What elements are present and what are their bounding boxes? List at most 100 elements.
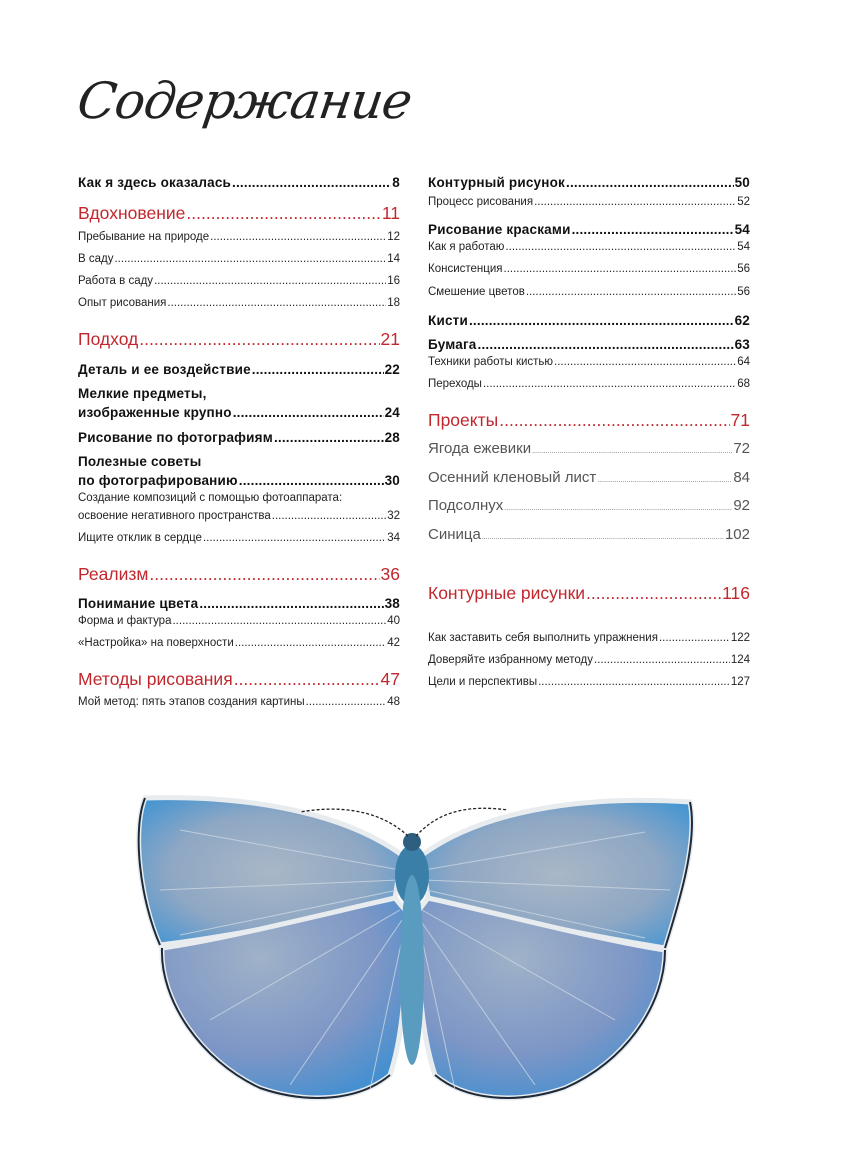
toc-entry[interactable]: Ищите отклик в сердце 34 <box>78 532 400 544</box>
toc-entry-title: Цели и перспективы <box>428 675 538 688</box>
toc-entry[interactable]: Опыт рисования 18 <box>78 297 400 309</box>
toc-entry-page: 40 <box>387 614 400 627</box>
toc-entry-title: В саду <box>78 252 114 265</box>
dot-leader <box>526 286 736 298</box>
toc-entry[interactable]: Контурный рисунок 50 <box>428 175 750 190</box>
toc-entry[interactable]: Цели и перспективы 127 <box>428 676 750 688</box>
toc-entry-page: 28 <box>384 429 400 445</box>
toc-entry-title: Понимание цвета <box>78 595 199 611</box>
toc-entry-title: Мой метод: пять этапов создания картины <box>78 695 305 708</box>
toc-entry[interactable]: Смешение цветов 56 <box>428 286 750 298</box>
toc-entry-page: 63 <box>734 336 750 352</box>
toc-entry-page: 56 <box>737 285 750 298</box>
dot-leader <box>504 263 737 275</box>
toc-entry-title: Методы рисования <box>78 668 233 689</box>
toc-entry[interactable]: Консистенция 56 <box>428 263 750 275</box>
toc-entry-title: изображенные крупно <box>78 404 232 420</box>
dot-leader <box>499 410 729 431</box>
toc-entry[interactable]: Форма и фактура 40 <box>78 615 400 627</box>
toc-entry[interactable]: Техники работы кистью 64 <box>428 356 750 368</box>
toc-entry[interactable]: Подсолнух 92 <box>428 497 750 514</box>
toc-entry[interactable]: Кисти 62 <box>428 313 750 328</box>
toc-entry[interactable]: Вдохновение 11 <box>78 203 400 224</box>
toc-entry-page: 68 <box>737 377 750 390</box>
toc-entry[interactable]: Понимание цвета 38 <box>78 596 400 611</box>
toc-entry-title: Ягода ежевики <box>428 439 532 457</box>
dot-leader <box>566 175 734 190</box>
toc-entry[interactable]: Реализм 36 <box>78 564 400 585</box>
toc-entry[interactable]: Рисование красками 54 <box>428 222 750 237</box>
toc-entry[interactable]: Работа в саду 16 <box>78 275 400 287</box>
toc-entry[interactable]: Доверяйте избранному методу 124 <box>428 654 750 666</box>
wing-edges <box>137 797 693 1099</box>
toc-entry-title: «Настройка» на поверхности <box>78 636 234 649</box>
toc-entry-page: 127 <box>730 675 750 688</box>
toc-entry-page: 48 <box>387 695 400 708</box>
toc-entry[interactable]: Переходы 68 <box>428 378 750 390</box>
toc-entry-page: 124 <box>730 653 750 666</box>
toc-entry-title: Подсолнух <box>428 496 504 514</box>
toc-entry[interactable]: Как заставить себя выполнить упражнения 1… <box>428 632 750 644</box>
toc-entry[interactable]: Ягода ежевики 72 <box>428 440 750 457</box>
toc-entry[interactable]: Бумага 63 <box>428 337 750 352</box>
dot-leader <box>186 203 380 224</box>
toc-entry-title: по фотографированию <box>78 472 238 488</box>
dot-leader <box>139 329 379 350</box>
toc-entry-page: 38 <box>384 595 400 611</box>
toc-entry[interactable]: освоение негативного пространства 32 <box>78 510 400 522</box>
toc-entry-page: 11 <box>381 202 400 223</box>
toc-entry-page: 84 <box>733 468 750 486</box>
toc-entry[interactable]: Рисование по фотографиям 28 <box>78 430 400 445</box>
toc-entry-title: Деталь и ее воздействие <box>78 361 251 377</box>
dot-leader <box>252 362 384 377</box>
toc-entry-title: Вдохновение <box>78 202 186 223</box>
toc-entry-page: 64 <box>737 355 750 368</box>
toc-entry-title: Консистенция <box>428 262 503 275</box>
toc-entry[interactable]: В саду 14 <box>78 253 400 265</box>
toc-entry-title-line1: Мелкие предметы, <box>78 385 207 401</box>
toc-entry-title: Форма и фактура <box>78 614 172 627</box>
toc-entry[interactable]: Процесс рисования 52 <box>428 196 750 208</box>
dot-leader <box>172 615 386 627</box>
toc-entry-page: 52 <box>737 195 750 208</box>
toc-entry[interactable]: Подход 21 <box>78 329 400 350</box>
body <box>395 833 429 1065</box>
toc-entry-title: Работа в саду <box>78 274 154 287</box>
toc-entry[interactable]: Синица 102 <box>428 526 750 543</box>
toc-entry[interactable]: Осенний кленовый лист 84 <box>428 469 750 486</box>
dot-leader <box>586 583 721 604</box>
dot-leader <box>149 564 379 585</box>
dot-leader <box>538 676 730 688</box>
dot-leader <box>469 313 734 328</box>
toc-entry-title: Переходы <box>428 377 482 390</box>
toc-entry-title: Осенний кленовый лист <box>428 468 597 486</box>
veins <box>159 829 671 1091</box>
toc-entry-title-line1: Полезные советы <box>78 453 202 469</box>
toc-entry[interactable]: Проекты 71 <box>428 410 750 431</box>
toc-entry[interactable]: Как я здесь оказалась 8 <box>78 175 400 190</box>
toc-entry-title: Кисти <box>428 312 468 328</box>
dot-leader <box>203 532 386 544</box>
dot-leader <box>306 696 387 708</box>
toc-entry-title: Как я здесь оказалась <box>78 174 232 190</box>
toc-entry[interactable]: «Настройка» на поверхности 42 <box>78 637 400 649</box>
toc-entry-title: Ищите отклик в сердце <box>78 531 202 544</box>
toc-entry[interactable]: изображенные крупно 24 <box>78 405 400 420</box>
dot-leader <box>114 253 386 265</box>
dot-leader <box>239 473 384 488</box>
toc-entry[interactable]: Контурные рисунки 116 <box>428 583 750 604</box>
toc-entry-title: Рисование по фотографиям <box>78 429 273 445</box>
toc-entry-title: освоение негативного пространства <box>78 509 271 522</box>
toc-entry[interactable]: Мой метод: пять этапов создания картины 4… <box>78 696 400 708</box>
butterfly-illustration <box>136 795 695 1101</box>
toc-entry-title: Как я работаю <box>428 240 505 253</box>
toc-entry[interactable]: Как я работаю 54 <box>428 241 750 253</box>
toc-entry[interactable]: Пребывание на природе 12 <box>78 231 400 243</box>
toc-entry-page: 71 <box>730 409 750 430</box>
dot-leader <box>659 632 730 644</box>
toc-entry[interactable]: Деталь и ее воздействие 22 <box>78 362 400 377</box>
toc-entry[interactable]: Методы рисования 47 <box>78 669 400 690</box>
toc-entry[interactable]: по фотографированию 30 <box>78 473 400 488</box>
dot-leader <box>597 477 732 484</box>
toc-entry-page: 12 <box>387 230 400 243</box>
